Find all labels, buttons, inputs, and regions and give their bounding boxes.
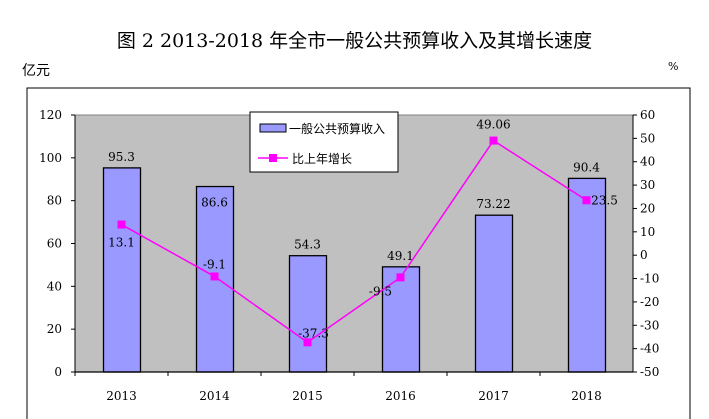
growth-marker [396,273,405,282]
legend-line-label: 比上年增长 [292,152,352,166]
growth-value-label: 23.5 [591,193,618,207]
growth-marker [489,136,498,145]
left-tick-label: 120 [39,108,62,122]
x-tick-label: 2015 [292,389,323,403]
legend-line-marker [269,154,277,162]
right-tick-label: 60 [640,108,655,122]
x-tick-label: 2017 [478,389,509,403]
growth-marker [117,220,126,229]
right-tick-label: -20 [640,295,659,309]
bar-value-label: 90.4 [573,160,600,174]
left-tick-label: 100 [39,151,62,165]
legend-bar-swatch [259,123,287,133]
bar [567,177,607,373]
right-tick-label: -10 [640,272,659,286]
left-tick-label: 0 [54,365,62,379]
right-tick-label: 20 [640,201,655,215]
growth-value-label: -9.5 [369,284,392,298]
bar-value-label: 54.3 [294,238,321,252]
x-tick-label: 2014 [199,389,230,403]
growth-marker [303,338,312,347]
growth-marker [582,196,591,205]
bar-value-label: 73.22 [476,197,510,211]
bar [102,167,142,373]
bar-value-label: 95.3 [108,150,135,164]
growth-value-label: -37.3 [298,326,329,340]
right-tick-label: 50 [640,131,655,145]
growth-marker [210,272,219,281]
x-tick-label: 2016 [385,389,416,403]
right-tick-label: -50 [640,365,659,379]
right-tick-label: -30 [640,318,659,332]
bar [474,214,514,373]
bar [288,255,328,373]
bar [381,266,421,373]
bar-value-label: 49.1 [387,249,414,263]
left-tick-label: 40 [47,279,62,293]
growth-value-label: 13.1 [108,236,135,250]
legend-bar-label: 一般公共预算收入 [289,121,385,136]
right-tick-label: 10 [640,225,655,239]
right-tick-label: 0 [640,248,648,262]
bar-value-label: 86.6 [201,196,228,210]
growth-line [121,139,587,344]
left-tick-label: 20 [47,322,62,336]
right-tick-label: 30 [640,178,655,192]
growth-value-label: 49.06 [476,118,510,132]
right-tick-label: -40 [640,342,659,356]
chart-title: 图 2 2013-2018 年全市一般公共预算收入及其增长速度 [116,30,593,52]
left-tick-label: 60 [47,237,62,251]
x-tick-label: 2013 [106,389,137,403]
right-tick-label: 40 [640,155,655,169]
x-tick-label: 2018 [571,389,602,403]
growth-value-label: -9.1 [203,257,226,271]
left-axis-unit: 亿元 [22,63,50,79]
right-axis-unit: % [668,60,679,73]
left-tick-label: 80 [47,194,62,208]
